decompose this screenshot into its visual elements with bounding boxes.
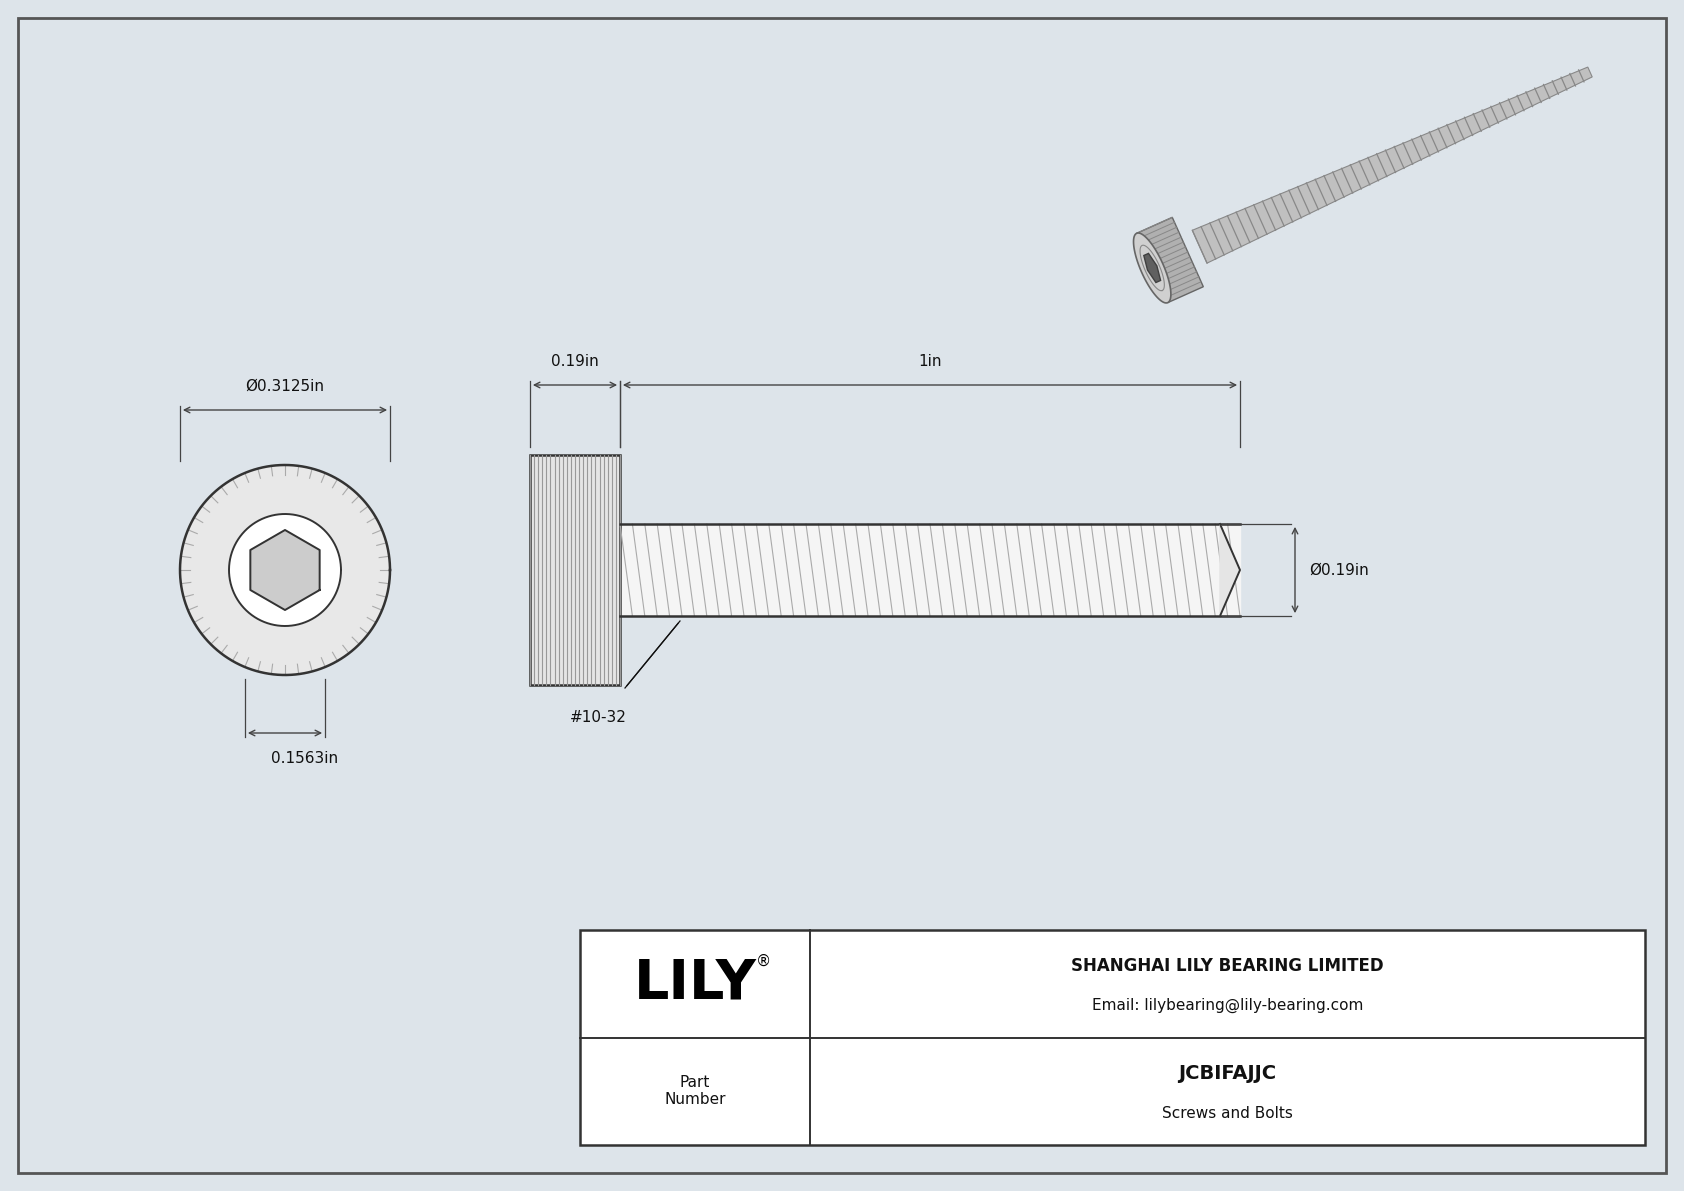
Text: JCBIFAJJC: JCBIFAJJC <box>1179 1064 1276 1083</box>
Polygon shape <box>1143 254 1160 282</box>
Polygon shape <box>180 464 391 675</box>
Polygon shape <box>1137 217 1204 303</box>
Text: Ø0.3125in: Ø0.3125in <box>246 379 325 394</box>
Text: Screws and Bolts: Screws and Bolts <box>1162 1105 1293 1121</box>
Polygon shape <box>1133 233 1170 303</box>
Text: Ø0.19in: Ø0.19in <box>1308 562 1369 578</box>
Bar <box>530 455 620 685</box>
Text: #10-32: #10-32 <box>569 710 626 725</box>
Text: LILY: LILY <box>633 956 756 1011</box>
Polygon shape <box>1219 524 1239 616</box>
Polygon shape <box>620 524 1239 616</box>
Text: ®: ® <box>756 954 771 969</box>
Polygon shape <box>1192 67 1591 263</box>
Text: 0.1563in: 0.1563in <box>271 752 338 766</box>
Bar <box>579 930 1645 1145</box>
Polygon shape <box>229 515 340 626</box>
Text: 1in: 1in <box>918 354 941 369</box>
Polygon shape <box>251 530 320 610</box>
Text: SHANGHAI LILY BEARING LIMITED: SHANGHAI LILY BEARING LIMITED <box>1071 956 1384 974</box>
Text: 0.19in: 0.19in <box>551 354 600 369</box>
Text: Email: lilybearing@lily-bearing.com: Email: lilybearing@lily-bearing.com <box>1091 998 1362 1014</box>
Text: Part
Number: Part Number <box>663 1075 726 1108</box>
